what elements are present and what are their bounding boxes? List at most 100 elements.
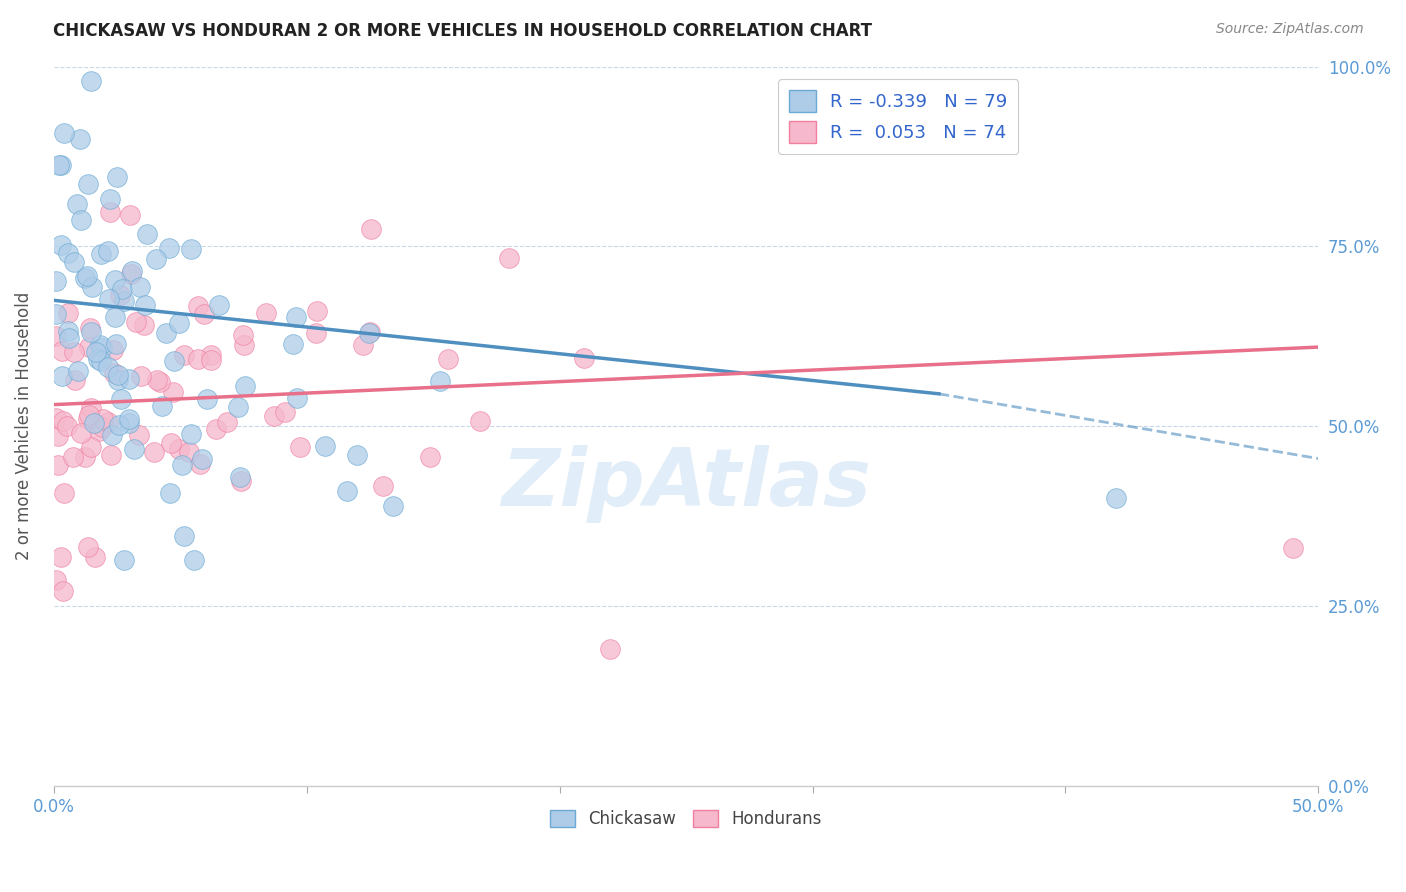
Point xyxy=(285,391,308,405)
Point xyxy=(145,252,167,266)
Point xyxy=(143,445,166,459)
Point xyxy=(122,442,145,457)
Point xyxy=(45,307,67,321)
Point xyxy=(100,448,122,462)
Point xyxy=(80,440,103,454)
Point xyxy=(45,411,67,425)
Point xyxy=(70,213,93,227)
Point xyxy=(86,344,108,359)
Point xyxy=(204,422,226,436)
Point xyxy=(193,307,215,321)
Point xyxy=(97,415,120,429)
Point xyxy=(233,378,256,392)
Point xyxy=(91,420,114,434)
Point xyxy=(162,384,184,399)
Point xyxy=(56,324,79,338)
Point xyxy=(360,221,382,235)
Point xyxy=(97,360,120,375)
Point xyxy=(79,320,101,334)
Point xyxy=(145,373,167,387)
Point xyxy=(157,242,180,256)
Y-axis label: 2 or more Vehicles in Household: 2 or more Vehicles in Household xyxy=(15,292,32,560)
Text: CHICKASAW VS HONDURAN 2 OR MORE VEHICLES IN HOUSEHOLD CORRELATION CHART: CHICKASAW VS HONDURAN 2 OR MORE VEHICLES… xyxy=(53,22,873,40)
Point xyxy=(98,192,121,206)
Point xyxy=(599,642,621,657)
Point xyxy=(226,400,249,414)
Point xyxy=(52,583,75,598)
Point xyxy=(101,343,124,357)
Point xyxy=(305,304,328,318)
Point xyxy=(107,373,129,387)
Point xyxy=(67,364,90,378)
Point xyxy=(87,352,110,367)
Point xyxy=(105,170,128,185)
Point xyxy=(51,343,73,358)
Point xyxy=(46,458,69,472)
Point xyxy=(132,318,155,332)
Point xyxy=(167,316,190,330)
Point xyxy=(80,325,103,339)
Point xyxy=(173,348,195,362)
Point xyxy=(108,418,131,433)
Point xyxy=(62,450,84,464)
Point xyxy=(97,244,120,258)
Point xyxy=(134,298,156,312)
Point xyxy=(254,306,277,320)
Point xyxy=(112,294,135,309)
Point xyxy=(150,399,173,413)
Point xyxy=(436,351,458,366)
Point xyxy=(58,246,80,260)
Point xyxy=(229,474,252,488)
Point xyxy=(112,553,135,567)
Point xyxy=(187,351,209,366)
Point xyxy=(169,442,191,456)
Point xyxy=(191,452,214,467)
Point xyxy=(180,242,202,256)
Point xyxy=(129,368,152,383)
Point xyxy=(45,329,67,343)
Point xyxy=(336,483,359,498)
Point xyxy=(1105,491,1128,505)
Point xyxy=(574,351,596,365)
Point xyxy=(49,237,72,252)
Point xyxy=(149,376,172,390)
Point xyxy=(283,337,305,351)
Point xyxy=(76,268,98,283)
Point xyxy=(200,348,222,362)
Point xyxy=(52,414,75,428)
Point xyxy=(90,354,112,368)
Point xyxy=(56,306,79,320)
Legend: Chickasaw, Hondurans: Chickasaw, Hondurans xyxy=(544,804,828,835)
Point xyxy=(160,436,183,450)
Point xyxy=(51,368,73,383)
Point xyxy=(80,74,103,88)
Point xyxy=(135,227,157,241)
Point xyxy=(498,251,520,265)
Point xyxy=(101,428,124,442)
Point xyxy=(62,344,84,359)
Point xyxy=(314,439,336,453)
Point xyxy=(63,255,86,269)
Point xyxy=(58,331,80,345)
Point xyxy=(118,412,141,426)
Point xyxy=(80,280,103,294)
Point xyxy=(46,429,69,443)
Point xyxy=(180,427,202,442)
Point xyxy=(155,326,177,341)
Point xyxy=(110,392,132,407)
Point xyxy=(357,326,380,340)
Point xyxy=(352,338,374,352)
Point xyxy=(188,458,211,472)
Point xyxy=(118,372,141,386)
Point xyxy=(163,353,186,368)
Point xyxy=(69,425,91,440)
Point xyxy=(381,499,404,513)
Point xyxy=(103,366,125,380)
Point xyxy=(1282,541,1305,556)
Point xyxy=(108,288,131,302)
Point xyxy=(93,411,115,425)
Point xyxy=(200,353,222,368)
Point xyxy=(77,540,100,554)
Point xyxy=(83,550,105,565)
Point xyxy=(177,445,200,459)
